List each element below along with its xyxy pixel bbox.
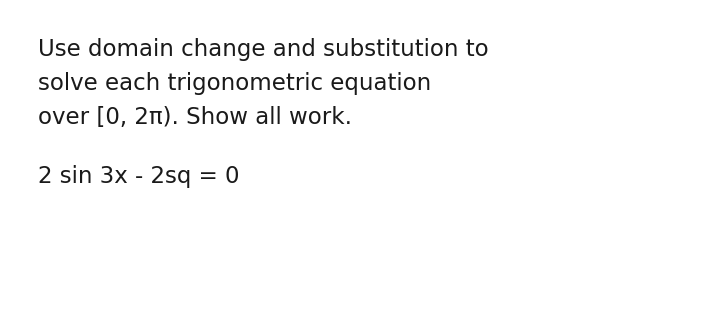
Text: 2 sin 3x - 2sq = 0: 2 sin 3x - 2sq = 0 [38,165,240,188]
Text: Use domain change and substitution to: Use domain change and substitution to [38,38,489,61]
Text: over [0, 2π). Show all work.: over [0, 2π). Show all work. [38,106,352,129]
Text: solve each trigonometric equation: solve each trigonometric equation [38,72,431,95]
